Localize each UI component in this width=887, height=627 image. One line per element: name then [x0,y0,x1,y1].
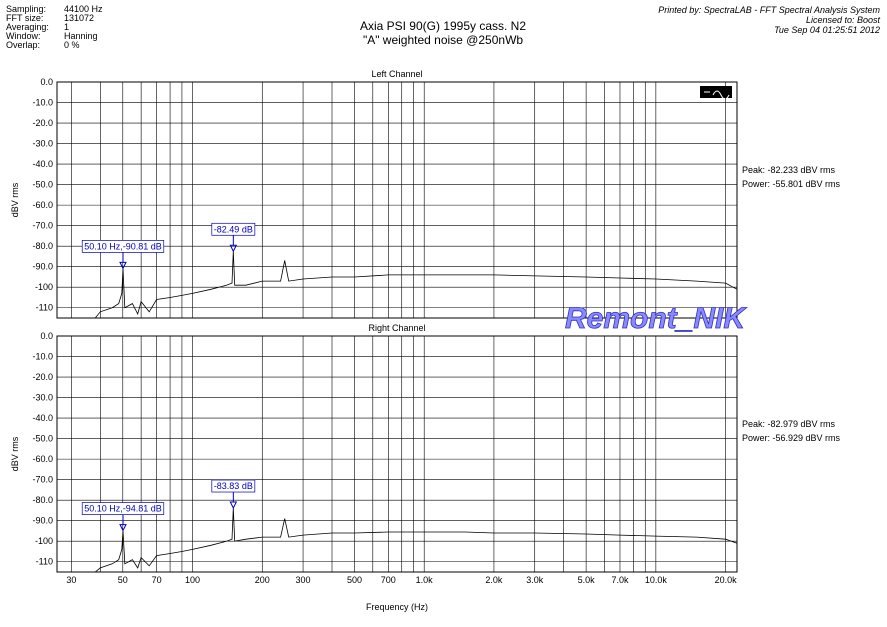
y-tick-label: -100 [35,282,53,292]
x-tick-label: 200 [255,575,270,585]
y-tick-label: -10.0 [32,352,53,362]
info-label: Window: [6,31,41,41]
x-tick-label: 1.0k [416,575,434,585]
y-axis-label: dBV rms [10,182,20,217]
y-tick-label: 0.0 [40,77,53,87]
x-tick-label: 3.0k [526,575,544,585]
watermark: Remont_NIK [565,302,747,335]
y-tick-label: 0.0 [40,331,53,341]
x-tick-label: 5.0k [578,575,596,585]
marker [229,501,238,510]
y-tick-label: -50.0 [32,434,53,444]
x-tick-label: 10.0k [645,575,668,585]
info-value: 0 % [64,40,80,50]
licensed-to: Licensed to: Boost [806,15,881,25]
x-tick-label: 2.0k [485,575,503,585]
info-value: 131072 [64,13,94,23]
plot-frame [56,81,738,319]
annotation: Power: -55.801 dBV rms [742,179,841,189]
marker-box [81,502,165,515]
y-tick-label: -60.0 [32,454,53,464]
annotation: Peak: -82.233 dBV rms [742,165,836,175]
y-tick-label: -100 [35,536,53,546]
y-tick-label: -80.0 [32,495,53,505]
marker-box [211,479,256,493]
info-value: Hanning [64,31,98,41]
spectrum-line [57,507,738,573]
marker-box [81,240,165,253]
y-tick-label: -110 [36,303,53,313]
y-tick-label: -30.0 [32,139,53,149]
title: Axia PSI 90(G) 1995y cass. N2 [360,19,526,33]
subtitle: "A" weighted noise @250nWb [363,33,523,47]
x-tick-label: 300 [296,575,311,585]
marker-label: -82.49 dB [214,224,253,234]
info-value: 1 [64,22,69,32]
y-tick-label: -40.0 [32,159,53,169]
x-tick-label: 50 [118,575,128,585]
y-tick-label: -110 [36,557,53,567]
x-tick-label: 70 [152,575,162,585]
chart-title: Right Channel [368,323,425,333]
y-tick-label: -60.0 [32,200,53,210]
spectrum-line [57,251,738,319]
x-tick-label: 30 [66,575,76,585]
printed-by: Printed by: SpectraLAB - FFT Spectral An… [658,5,880,15]
x-tick-label: 20.0k [715,575,738,585]
info-label: FFT size: [6,13,43,23]
marker [119,261,127,270]
info-label: Overlap: [6,40,40,50]
x-axis-label: Frequency (Hz) [366,602,428,612]
y-tick-label: -50.0 [32,180,53,190]
marker-label: -83.83 dB [214,481,253,491]
marker-label: 50.10 Hz,-94.81 dB [84,504,162,514]
marker [119,524,127,532]
annotation: Power: -56.929 dBV rms [742,433,841,443]
plot-frame [56,335,738,573]
y-tick-label: -70.0 [32,475,53,485]
y-tick-label: -20.0 [32,372,53,382]
marker-box [211,222,256,236]
x-tick-label: 7.0k [611,575,629,585]
y-tick-label: -90.0 [32,516,53,526]
info-value: 44100 Hz [64,4,103,14]
chart-title: Left Channel [371,69,422,79]
y-tick-label: -10.0 [32,98,53,108]
x-tick-label: 700 [381,575,396,585]
info-label: Averaging: [6,22,49,32]
logo-icon [700,86,732,100]
date: Tue Sep 04 01:25:51 2012 [774,25,880,35]
annotation: Peak: -82.979 dBV rms [742,419,836,429]
y-tick-label: -20.0 [32,118,53,128]
y-axis-label: dBV rms [10,436,20,471]
x-tick-label: 500 [347,575,362,585]
y-tick-label: -70.0 [32,221,53,231]
marker-label: 50.10 Hz,-90.81 dB [84,241,162,251]
y-tick-label: -30.0 [32,393,53,403]
info-label: Sampling: [6,4,46,14]
y-tick-label: -80.0 [32,241,53,251]
x-tick-label: 100 [185,575,200,585]
marker [229,244,238,253]
y-tick-label: -90.0 [32,262,53,272]
y-tick-label: -40.0 [32,413,53,423]
